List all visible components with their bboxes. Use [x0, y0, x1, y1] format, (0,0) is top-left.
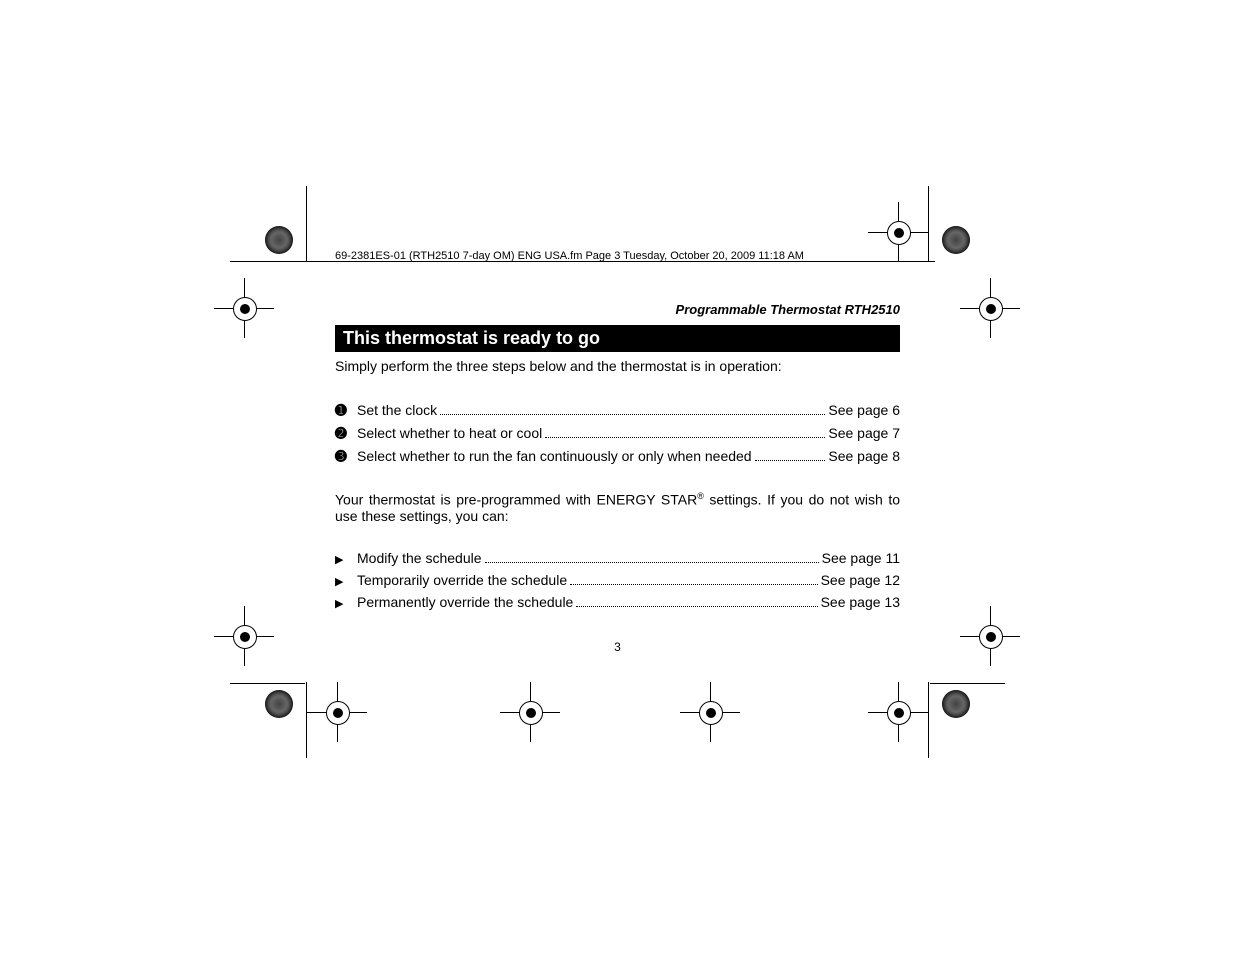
step-label: Select whether to run the fan continuous… [357, 448, 752, 464]
document-title: Programmable Thermostat RTH2510 [335, 302, 900, 317]
crop-line [928, 186, 929, 261]
leader-dots [755, 449, 826, 461]
leader-dots [545, 426, 825, 438]
registration-mark [307, 682, 367, 742]
step-item: ➌ Select whether to run the fan continuo… [335, 448, 900, 465]
bullet-label: Modify the schedule [357, 550, 482, 566]
crop-line [928, 682, 929, 758]
bullet-item: ▶ Modify the schedule See page 11 [335, 550, 900, 566]
registration-rosette [265, 226, 293, 254]
registration-rosette [265, 690, 293, 718]
file-info-header: 69-2381ES-01 (RTH2510 7-day OM) ENG USA.… [335, 250, 900, 262]
page-reference: See page 13 [821, 594, 900, 610]
note-prefix: Your thermostat is pre-programmed with E… [335, 492, 697, 508]
registration-mark [214, 278, 274, 338]
bullet-item: ▶ Permanently override the schedule See … [335, 594, 900, 610]
page-reference: See page 8 [828, 448, 900, 464]
note-text: Your thermostat is pre-programmed with E… [335, 491, 900, 524]
bullet-label: Temporarily override the schedule [357, 572, 567, 588]
registration-rosette [942, 226, 970, 254]
step-item: ➋ Select whether to heat or cool See pag… [335, 425, 900, 442]
step-number-icon: ➌ [335, 448, 357, 465]
leader-dots [440, 403, 825, 415]
crop-line [306, 186, 307, 261]
registration-mark [214, 606, 274, 666]
page-reference: See page 11 [822, 550, 900, 566]
page-reference: See page 7 [828, 425, 900, 441]
step-label: Set the clock [357, 402, 437, 418]
step-number-icon: ➊ [335, 402, 357, 419]
registration-mark [960, 278, 1020, 338]
registration-mark [868, 682, 928, 742]
leader-dots [570, 572, 817, 584]
page-reference: See page 12 [821, 572, 900, 588]
step-number-icon: ➋ [335, 425, 357, 442]
registration-rosette [942, 690, 970, 718]
registration-mark [960, 606, 1020, 666]
page-number: 3 [335, 640, 900, 654]
bullet-list: ▶ Modify the schedule See page 11 ▶ Temp… [335, 550, 900, 610]
bullet-item: ▶ Temporarily override the schedule See … [335, 572, 900, 588]
step-item: ➊ Set the clock See page 6 [335, 402, 900, 419]
leader-dots [485, 550, 819, 562]
registration-mark [500, 682, 560, 742]
bullet-icon: ▶ [335, 575, 357, 588]
leader-dots [576, 594, 817, 606]
bullet-icon: ▶ [335, 553, 357, 566]
bullet-icon: ▶ [335, 597, 357, 610]
registration-mark [680, 682, 740, 742]
crop-line [930, 683, 1005, 684]
section-heading: This thermostat is ready to go [335, 325, 900, 352]
page-reference: See page 6 [828, 402, 900, 418]
page-content: 69-2381ES-01 (RTH2510 7-day OM) ENG USA.… [335, 250, 900, 654]
bullet-label: Permanently override the schedule [357, 594, 573, 610]
registered-mark: ® [697, 491, 704, 501]
intro-text: Simply perform the three steps below and… [335, 358, 900, 374]
crop-line [230, 683, 305, 684]
step-label: Select whether to heat or cool [357, 425, 542, 441]
numbered-steps: ➊ Set the clock See page 6 ➋ Select whet… [335, 402, 900, 465]
